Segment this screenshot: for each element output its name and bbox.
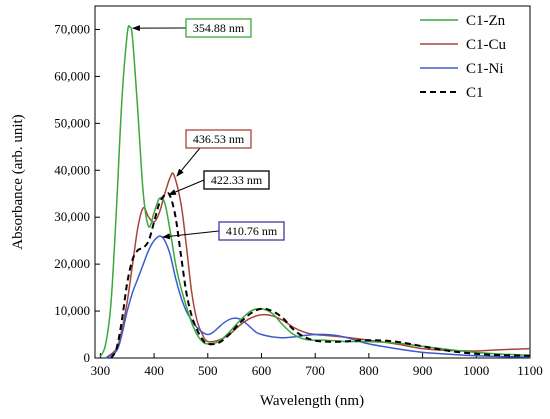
annotation-box [218, 221, 285, 241]
y-tick-label: 30,000 [54, 209, 90, 224]
y-tick-label: 70,000 [54, 21, 90, 36]
x-tick-label: 600 [252, 363, 272, 378]
series-line-c1-cu [105, 172, 531, 359]
annotation-box [203, 170, 270, 190]
y-axis-label: Absorbance (arb. unit) [10, 114, 26, 249]
y-tick-label: 0 [84, 350, 91, 365]
x-axis-label: Wavelength (nm) [260, 393, 364, 409]
series-line-c1-ni [105, 235, 531, 359]
x-tick-label: 800 [359, 363, 379, 378]
x-tick-label: 1100 [517, 363, 543, 378]
annotation-label: 410.76 nm [226, 224, 278, 238]
annotation-arrow [167, 179, 205, 196]
x-axis-ticks: 300 400 500 600 700 800 900 1000 1100 [91, 353, 543, 378]
annotation-layer: 354.88 nm 436.53 nm 422.33 nm 410.76 nm [131, 18, 285, 241]
x-tick-label: 900 [413, 363, 433, 378]
y-tick-label: 10,000 [54, 303, 90, 318]
annotation-box [185, 129, 252, 149]
legend-label: C1-Ni [466, 61, 504, 77]
annotation-box [185, 18, 252, 38]
legend-label: C1-Zn [466, 13, 506, 29]
annotation-arrow [161, 230, 220, 240]
x-tick-label: 700 [305, 363, 325, 378]
series-line-c1 [110, 191, 531, 359]
x-tick-label: 500 [198, 363, 218, 378]
annotation-label: 436.53 nm [193, 132, 245, 146]
y-axis-ticks: 0 10,000 20,000 30,000 40,000 50,000 60,000 70,… [54, 21, 100, 365]
y-tick-label: 40,000 [54, 162, 90, 177]
y-tick-label: 60,000 [54, 68, 90, 83]
legend-label: C1-Cu [466, 37, 507, 53]
y-tick-label: 50,000 [54, 115, 90, 130]
y-tick-label: 20,000 [54, 256, 90, 271]
x-tick-label: 1000 [463, 363, 489, 378]
legend: C1-Zn C1-Cu C1-Ni C1 [420, 13, 507, 101]
series-layer [99, 25, 531, 359]
x-tick-label: 300 [91, 363, 111, 378]
annotation-label: 354.88 nm [193, 21, 245, 35]
plot-frame [94, 5, 531, 359]
annotation-label: 422.33 nm [211, 173, 263, 187]
legend-label: C1 [466, 85, 484, 101]
x-tick-label: 400 [144, 363, 164, 378]
annotation-arrow [176, 147, 201, 177]
